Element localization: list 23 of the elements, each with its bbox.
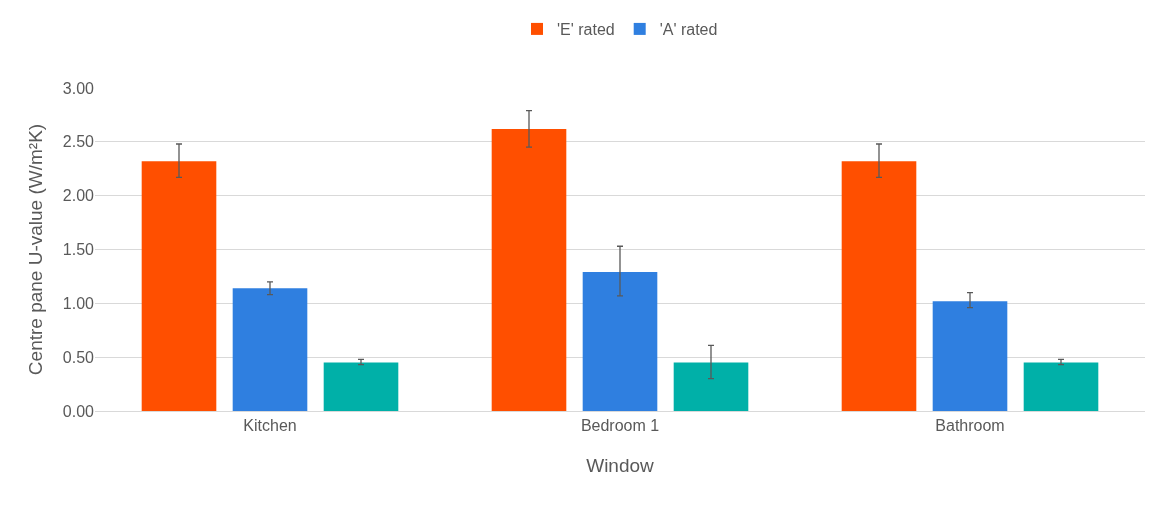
- x-tick-label: Bathroom: [935, 417, 1005, 435]
- y-tick-label: 2.50: [62, 133, 95, 151]
- y-tick-label: 0.00: [62, 402, 95, 420]
- bar: [582, 272, 658, 411]
- bar: [141, 161, 217, 411]
- y-tick-label: 3.00: [62, 79, 95, 97]
- bar: [491, 128, 567, 411]
- x-axis-title: Window: [586, 455, 655, 476]
- legend-label: 'A' rated: [659, 21, 718, 39]
- bar: [1023, 362, 1099, 411]
- x-tick-label: Bedroom 1: [580, 417, 660, 435]
- bar: [932, 301, 1008, 411]
- bar: [323, 362, 399, 411]
- bar: [841, 161, 917, 411]
- bar: [232, 288, 308, 411]
- x-tick-label: Kitchen: [243, 417, 297, 435]
- y-tick-label: 2.00: [62, 187, 95, 205]
- y-tick-label: 1.00: [62, 294, 95, 312]
- bar: [673, 362, 749, 411]
- y-tick-label: 0.50: [62, 348, 95, 366]
- legend-label: 'E' rated: [557, 21, 615, 39]
- y-axis-title: Centre pane U-value (W/m²K): [24, 123, 46, 376]
- y-tick-label: 1.50: [62, 241, 95, 259]
